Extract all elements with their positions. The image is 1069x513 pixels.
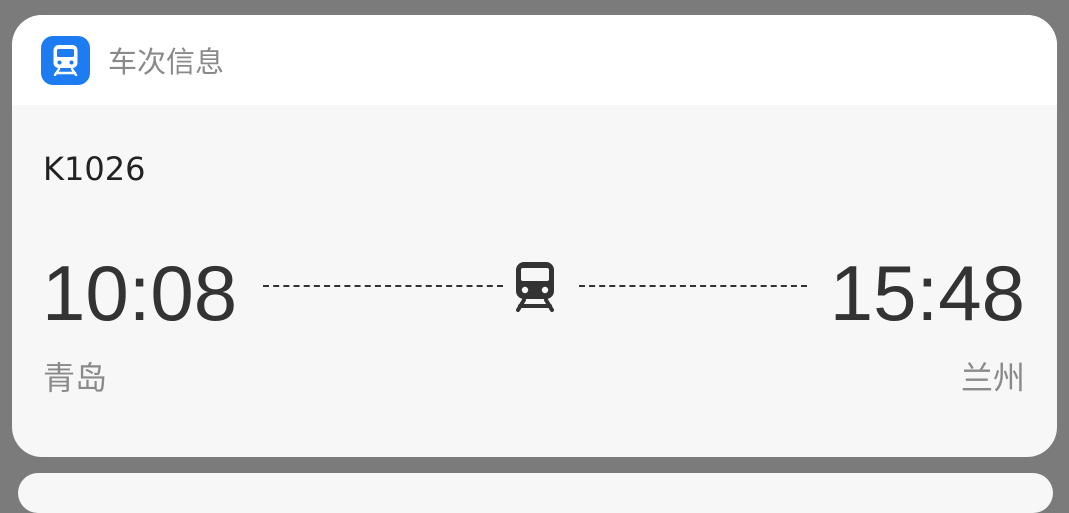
next-card-edge — [18, 473, 1053, 513]
screen-edge — [1061, 0, 1069, 479]
route-line-left — [263, 285, 503, 287]
card-header: 车次信息 — [12, 15, 1057, 105]
departure-station: 青岛 — [43, 359, 108, 397]
arrival-time: 15:48 — [829, 249, 1025, 337]
route-train-icon — [516, 262, 554, 312]
arrival-station: 兰州 — [960, 359, 1025, 397]
departure-time: 10:08 — [42, 249, 238, 337]
train-app-icon — [41, 36, 90, 85]
train-info-card[interactable]: 车次信息 K1026 10:08 15:48 青岛 兰州 — [12, 15, 1057, 457]
train-icon — [53, 45, 78, 76]
card-title: 车次信息 — [108, 45, 225, 79]
train-number: K1026 — [43, 150, 146, 188]
route-line-right — [579, 285, 807, 287]
